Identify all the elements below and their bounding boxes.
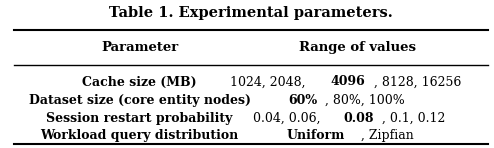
Text: , 80%, 100%: , 80%, 100%: [325, 94, 405, 107]
Text: , 8128, 16256: , 8128, 16256: [374, 75, 461, 89]
Text: 4096: 4096: [330, 75, 365, 89]
Text: 0.08: 0.08: [343, 112, 373, 125]
Text: Dataset size (core entity nodes): Dataset size (core entity nodes): [29, 94, 250, 107]
Text: Session restart probability: Session restart probability: [46, 112, 233, 125]
Text: Table 1. Experimental parameters.: Table 1. Experimental parameters.: [109, 6, 393, 20]
Text: 60%: 60%: [288, 94, 318, 107]
Text: 1024, 2048,: 1024, 2048,: [230, 75, 309, 89]
Text: Range of values: Range of values: [299, 41, 416, 54]
Text: Cache size (MB): Cache size (MB): [82, 75, 197, 89]
Text: 0.04, 0.06,: 0.04, 0.06,: [253, 112, 324, 125]
Text: , 0.1, 0.12: , 0.1, 0.12: [381, 112, 445, 125]
Text: , Zipfian: , Zipfian: [361, 129, 413, 142]
Text: Workload query distribution: Workload query distribution: [41, 129, 239, 142]
Text: Uniform: Uniform: [287, 129, 345, 142]
Text: Parameter: Parameter: [101, 41, 178, 54]
